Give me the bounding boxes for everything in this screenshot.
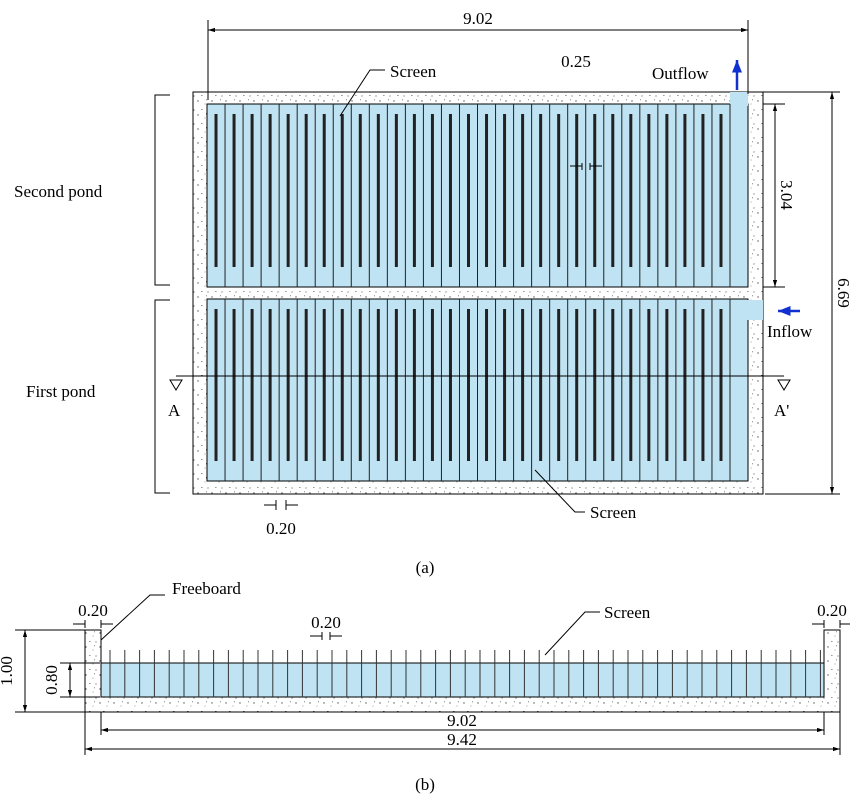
screen [394,114,398,267]
screen [485,309,489,461]
dimension-label: 9.02 [447,711,477,730]
screen [665,309,669,461]
screen [629,114,633,267]
screen [376,114,380,267]
dimension-label: 0.20 [78,601,108,620]
dimension-label: 1.00 [0,656,16,686]
dimension-label: 9.02 [463,9,493,28]
dimension-label: 3.04 [777,180,796,210]
screen [665,114,669,267]
screen [232,309,236,461]
section-view: 0.20 Freeboard 0.20 Screen 0.20 1.00 0.8… [0,579,850,794]
water [100,662,825,698]
dimension-label: 9.42 [447,730,477,749]
screen [268,309,272,461]
screen [503,309,507,461]
screen [286,114,290,267]
label: Second pond [14,182,103,201]
screen [557,309,561,461]
screen [340,114,344,267]
screen [521,309,525,461]
screen [286,309,290,461]
screen [322,309,326,461]
label: A' [774,401,789,420]
screen [593,114,597,267]
section-markers [169,379,791,391]
dimension-label: 0.20 [311,613,341,632]
screen [575,309,579,461]
screen [611,309,615,461]
label: Inflow [767,322,813,341]
screen [629,309,633,461]
label: Screen [590,503,637,522]
screen [539,309,543,461]
dimension-label: 0.80 [42,665,61,695]
screen [485,114,489,267]
label: Screen [604,603,651,622]
screen [683,114,687,267]
screens [214,104,731,481]
screen [214,309,218,461]
dimension-label: 0.20 [817,601,847,620]
screen [322,114,326,267]
screen [683,309,687,461]
label: A [168,401,181,420]
screen [214,114,218,267]
screen [557,114,561,267]
plan-view: 9.02 Screen 0.25 Outflow Second pond 3.0… [14,9,850,577]
screen [394,309,398,461]
screen [430,114,434,267]
screen [358,114,362,267]
dimension-label: 0.25 [561,52,591,71]
caption: (b) [415,775,435,794]
screens [109,650,821,697]
screen [340,309,344,461]
label: First pond [26,382,96,401]
label: Screen [390,62,437,81]
screen [719,309,723,461]
screen [647,309,651,461]
screen [575,114,579,267]
screen [701,114,705,267]
screen [430,309,434,461]
screen [412,309,416,461]
label: Freeboard [172,579,241,598]
concrete-section [84,629,841,713]
screen [503,114,507,267]
screen [250,114,254,267]
screen [593,309,597,461]
caption: (a) [416,558,435,577]
screen [539,114,543,267]
screen [250,309,254,461]
screen [467,114,470,267]
screen [448,309,452,461]
screen [448,114,452,267]
screen [701,309,705,461]
label: Outflow [652,64,709,83]
screen [376,309,380,461]
screen [268,114,272,267]
inflow-channel [746,300,763,320]
dimension-label: 0.20 [266,519,296,538]
screen [358,309,362,461]
screen [521,114,525,267]
screen [304,309,308,461]
screen [719,114,723,267]
dimension-label: 6.69 [834,278,850,308]
screen [232,114,236,267]
screen [647,114,651,267]
screen [304,114,308,267]
screen [412,114,416,267]
outflow-channel [730,92,748,106]
screen [611,114,615,267]
screen [467,309,470,461]
